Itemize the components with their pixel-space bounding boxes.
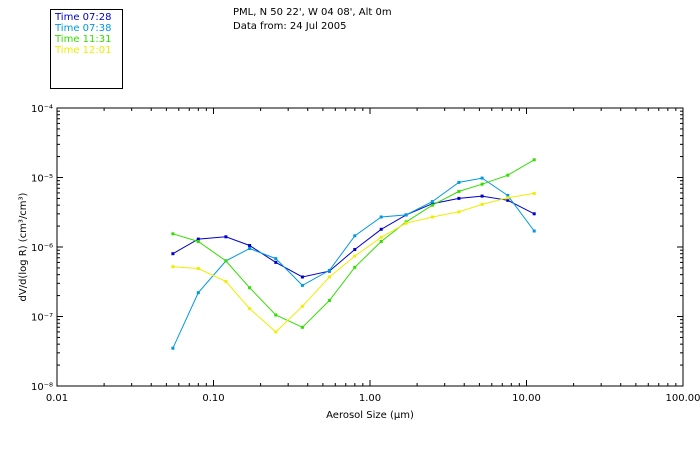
series-point: [196, 237, 200, 241]
y-tick-label: 10⁻⁶: [31, 243, 53, 254]
series-point: [353, 248, 357, 251]
series-point: [532, 191, 536, 195]
series-point: [506, 194, 510, 197]
series-point: [327, 299, 331, 302]
location-header: PML, N 50 22', W 04 08', Alt 0m: [233, 7, 392, 18]
series-point: [379, 240, 383, 243]
axis-ticks: 0.01 0.10 1.00 10.00 100.00 10⁻⁸ 10⁻⁷ 10⁻⁶ 10⁻⁵ 1…: [31, 104, 700, 404]
legend-entry-0728: Time 07:28: [55, 12, 112, 23]
x-axis-label: Aerosol Size (µm): [326, 410, 414, 421]
series-point: [457, 189, 461, 193]
series-point: [248, 307, 252, 311]
series-point: [224, 279, 228, 283]
series-point: [196, 291, 200, 295]
series-point: [171, 232, 175, 236]
series-point: [430, 203, 434, 207]
series-point: [430, 200, 434, 204]
series-point: [171, 346, 175, 350]
series-point: [248, 247, 252, 250]
series-point: [171, 265, 175, 269]
x-tick-label: 0.01: [46, 393, 68, 404]
legend-entry-0738: Time 07:38: [55, 23, 112, 34]
series-point: [274, 330, 278, 334]
legend: Time 07:28 Time 07:38 Time 11:31 Time 12…: [50, 9, 123, 89]
series-line: [172, 159, 535, 328]
y-tick-label: 10⁻⁵: [31, 174, 53, 185]
series-point: [274, 257, 278, 261]
x-tick-label: 100.00: [666, 393, 700, 404]
series-point: [404, 221, 408, 225]
y-axis-label: dV/d(log R) (cm³/cm³): [18, 192, 29, 301]
series-point: [248, 244, 252, 247]
series-point: [353, 234, 357, 238]
series-point: [379, 215, 383, 219]
series-point: [248, 286, 252, 290]
series-point: [532, 229, 536, 233]
series-point: [274, 260, 278, 264]
legend-entry-1131: Time 11:31: [55, 34, 112, 45]
series-point: [404, 213, 408, 217]
series-point: [532, 212, 536, 216]
series-point: [224, 259, 228, 263]
series-point: [171, 252, 175, 256]
series-point: [506, 198, 510, 202]
series-3: [171, 191, 536, 334]
series-point: [480, 182, 484, 186]
series-point: [457, 196, 461, 200]
series-2: [171, 158, 536, 329]
series-point: [327, 268, 331, 272]
series-point: [300, 283, 304, 287]
series-point: [353, 265, 357, 269]
series-point: [300, 304, 304, 308]
series-point: [506, 173, 510, 177]
series-point: [457, 210, 461, 214]
series-point: [300, 275, 304, 279]
series-point: [480, 194, 484, 198]
series-line: [172, 177, 535, 349]
series-layer: [171, 158, 536, 350]
x-tick-label: 0.10: [202, 393, 224, 404]
series-point: [274, 313, 278, 317]
y-tick-label: 10⁻⁸: [31, 382, 53, 393]
legend-entry-1201: Time 12:01: [55, 45, 112, 56]
series-point: [480, 176, 484, 180]
series-point: [532, 158, 536, 162]
series-point: [506, 196, 510, 200]
y-tick-label: 10⁻⁷: [31, 313, 53, 324]
x-tick-label: 10.00: [512, 393, 541, 404]
x-tick-label: 1.00: [359, 393, 381, 404]
series-point: [457, 180, 461, 184]
y-tick-label: 10⁻⁴: [31, 104, 53, 115]
series-point: [300, 325, 304, 329]
series-point: [379, 235, 383, 239]
series-1: [171, 176, 536, 350]
plot-frame: [56, 107, 684, 387]
series-point: [430, 215, 434, 219]
series-point: [196, 240, 200, 243]
date-header: Data from: 24 Jul 2005: [233, 21, 347, 32]
series-point: [327, 275, 331, 279]
series-point: [196, 267, 200, 270]
series-point: [379, 227, 383, 231]
series-point: [224, 235, 228, 239]
series-point: [353, 254, 357, 258]
series-point: [480, 202, 484, 206]
